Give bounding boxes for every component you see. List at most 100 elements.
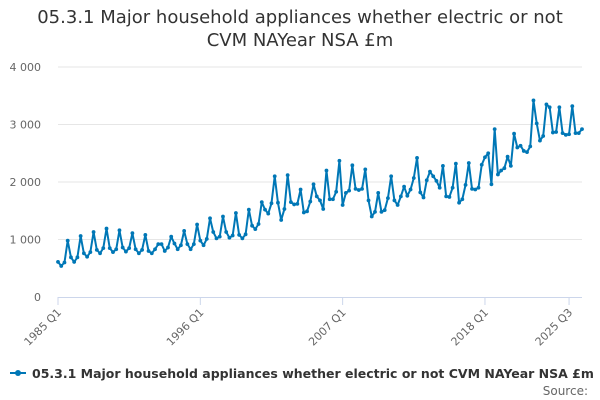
legend[interactable]: 05.3.1 Major household appliances whethe…	[10, 363, 594, 383]
data-point[interactable]	[311, 182, 316, 187]
data-point[interactable]	[204, 237, 209, 241]
data-point[interactable]	[395, 203, 400, 207]
data-point[interactable]	[489, 182, 494, 187]
data-point[interactable]	[379, 210, 384, 214]
data-point[interactable]	[198, 238, 203, 243]
data-point[interactable]	[331, 197, 335, 202]
data-point[interactable]	[544, 102, 549, 107]
data-point[interactable]	[250, 223, 254, 228]
data-point[interactable]	[547, 105, 552, 110]
data-point[interactable]	[550, 130, 555, 135]
data-point[interactable]	[428, 169, 432, 174]
data-point[interactable]	[185, 242, 190, 247]
data-point[interactable]	[360, 187, 364, 191]
data-point[interactable]	[505, 154, 510, 159]
data-point[interactable]	[175, 247, 180, 252]
data-point[interactable]	[496, 172, 500, 177]
data-point[interactable]	[512, 131, 516, 136]
data-point[interactable]	[62, 260, 67, 265]
data-point[interactable]	[276, 200, 280, 205]
data-point[interactable]	[305, 209, 309, 214]
data-point[interactable]	[563, 132, 568, 137]
data-point[interactable]	[521, 149, 526, 153]
data-point[interactable]	[538, 138, 542, 143]
data-point[interactable]	[288, 200, 293, 205]
data-point[interactable]	[211, 230, 216, 234]
data-point[interactable]	[450, 185, 455, 190]
data-point[interactable]	[376, 191, 381, 195]
data-point[interactable]	[356, 188, 361, 192]
data-point[interactable]	[411, 176, 416, 180]
data-point[interactable]	[321, 207, 326, 211]
data-point[interactable]	[124, 249, 128, 254]
data-point[interactable]	[466, 161, 471, 165]
data-point[interactable]	[398, 194, 403, 199]
data-point[interactable]	[301, 210, 306, 215]
data-point[interactable]	[557, 105, 562, 110]
data-point[interactable]	[334, 189, 339, 194]
data-point[interactable]	[314, 194, 319, 199]
data-point[interactable]	[386, 196, 390, 201]
data-point[interactable]	[389, 174, 394, 179]
data-point[interactable]	[402, 184, 406, 189]
data-point[interactable]	[434, 178, 439, 183]
data-point[interactable]	[515, 145, 520, 150]
data-point[interactable]	[81, 251, 86, 256]
data-point[interactable]	[415, 155, 419, 160]
data-point[interactable]	[240, 236, 245, 241]
data-point[interactable]	[298, 187, 303, 192]
data-point[interactable]	[308, 199, 313, 204]
data-point[interactable]	[182, 228, 187, 233]
data-point[interactable]	[463, 182, 468, 187]
data-point[interactable]	[169, 234, 174, 239]
data-point[interactable]	[447, 195, 452, 199]
data-point[interactable]	[136, 251, 141, 256]
data-point[interactable]	[221, 214, 225, 219]
data-point[interactable]	[499, 168, 504, 173]
data-point[interactable]	[159, 242, 164, 247]
data-point[interactable]	[263, 207, 267, 212]
data-point[interactable]	[140, 247, 144, 252]
data-point[interactable]	[166, 245, 170, 250]
data-point[interactable]	[441, 164, 445, 168]
data-point[interactable]	[69, 255, 73, 260]
data-point[interactable]	[366, 198, 371, 203]
data-point[interactable]	[234, 211, 238, 215]
data-point[interactable]	[208, 216, 212, 221]
data-point[interactable]	[424, 178, 429, 183]
data-point[interactable]	[101, 246, 106, 251]
data-point[interactable]	[156, 242, 161, 247]
data-point[interactable]	[117, 228, 122, 233]
data-point[interactable]	[237, 233, 242, 237]
data-point[interactable]	[91, 230, 96, 234]
data-point[interactable]	[243, 232, 248, 237]
data-point[interactable]	[340, 203, 345, 207]
data-point[interactable]	[292, 202, 297, 207]
data-point[interactable]	[541, 134, 546, 138]
data-point[interactable]	[350, 163, 355, 168]
data-point[interactable]	[146, 249, 151, 253]
data-point[interactable]	[295, 201, 300, 206]
data-point[interactable]	[172, 241, 177, 246]
data-point[interactable]	[98, 251, 102, 256]
data-point[interactable]	[230, 233, 235, 238]
data-point[interactable]	[418, 190, 423, 195]
data-point[interactable]	[492, 127, 497, 131]
data-point[interactable]	[554, 130, 559, 134]
data-point[interactable]	[444, 194, 449, 199]
data-point[interactable]	[570, 104, 575, 108]
data-point[interactable]	[111, 250, 115, 255]
data-point[interactable]	[408, 187, 413, 192]
data-point[interactable]	[217, 234, 222, 239]
data-point[interactable]	[353, 187, 358, 191]
data-point[interactable]	[473, 187, 478, 192]
data-point[interactable]	[508, 164, 513, 168]
data-point[interactable]	[525, 150, 529, 155]
data-point[interactable]	[580, 127, 584, 131]
data-point[interactable]	[421, 195, 426, 200]
data-point[interactable]	[324, 168, 329, 173]
data-point[interactable]	[369, 214, 374, 219]
data-point[interactable]	[266, 211, 271, 216]
data-point[interactable]	[107, 246, 112, 251]
data-point[interactable]	[75, 255, 80, 260]
